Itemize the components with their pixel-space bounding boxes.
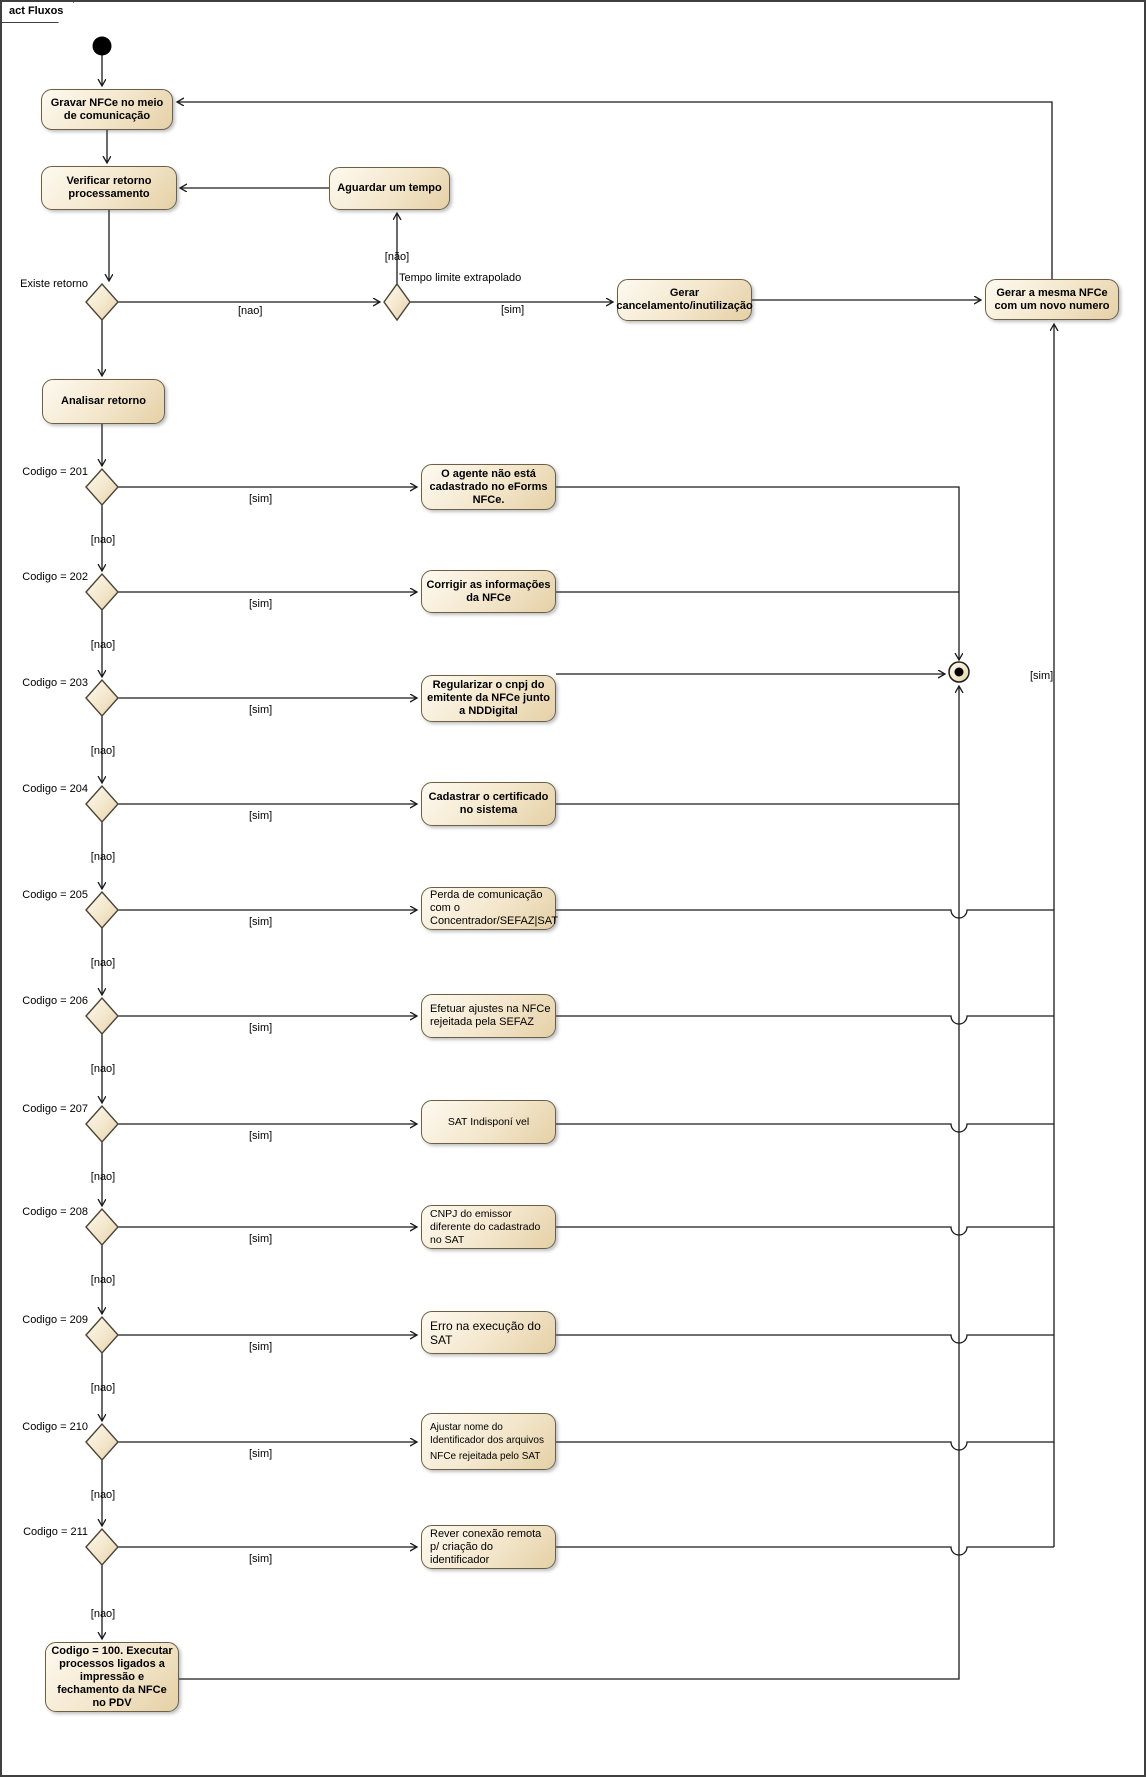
- decision-diamonds: [85, 282, 411, 1567]
- action-206-efetuar-ajustes: Efetuar ajustes na NFCe rejeitada pela S…: [421, 994, 556, 1038]
- action-208-cnpj-diferente: CNPJ do emissor diferente do cadastrado …: [421, 1205, 556, 1249]
- decision-codigo-206: [85, 996, 119, 1036]
- edge-action201-to-final: [556, 486, 959, 660]
- activity-gerar-cancelamento: Gerar cancelamento/inutilização: [616, 279, 753, 321]
- decision-codigo-208: [85, 1207, 119, 1247]
- edge-action205-to-collector: [556, 909, 1054, 919]
- decision-codigo-202: [85, 572, 119, 612]
- action-209-erro-execucao-sat: Erro na execução do SAT: [421, 1311, 556, 1354]
- guard-nao-201: [nao]: [90, 534, 116, 546]
- action-205-perda-comunicacao: Perda de comunicação com o Concentrador/…: [421, 887, 558, 930]
- decision-codigo-211: [85, 1527, 119, 1567]
- action-203-regularizar-cnpj: Regularizar o cnpj do emitente da NFCe j…: [421, 675, 556, 722]
- guard-sim-206: [sim]: [249, 1022, 273, 1034]
- decision-codigo-210: [85, 1422, 119, 1462]
- label-tempo-limite: Tempo limite extrapolado: [399, 272, 522, 284]
- activity-codigo-100: Codigo = 100. Executar processos ligados…: [45, 1642, 179, 1712]
- guard-sim-209: [sim]: [249, 1341, 273, 1353]
- guard-sim-202: [sim]: [249, 598, 273, 610]
- activity-aguardar-tempo: Aguardar um tempo: [329, 167, 450, 210]
- label-codigo-206: Codigo = 206: [22, 995, 88, 1007]
- decision-codigo-204: [85, 784, 119, 824]
- decision-codigo-207: [85, 1104, 119, 1144]
- edges: [102, 55, 1054, 1680]
- guard-tempo-nao: [não]: [384, 251, 410, 263]
- action-210-ajustar-identificador: Ajustar nome do Identificador dos arquiv…: [421, 1413, 556, 1470]
- guard-sim-207: [sim]: [249, 1130, 273, 1142]
- action-201-agente-nao-cadastrado: O agente não está cadastrado no eForms N…: [421, 464, 556, 510]
- guard-retry-sim: [sim]: [1030, 670, 1054, 682]
- guard-nao-203: [nao]: [90, 745, 116, 757]
- edge-action211-to-collector: [556, 1546, 1054, 1556]
- edge-gerar-mesma-loop-to-gravar: [177, 102, 1053, 279]
- decision-tempo-limite: [383, 282, 411, 322]
- guard-nao-209: [nao]: [90, 1382, 116, 1394]
- label-codigo-201: Codigo = 201: [22, 466, 88, 478]
- decision-codigo-205: [85, 890, 119, 930]
- label-codigo-205: Codigo = 205: [22, 889, 88, 901]
- guard-sim-208: [sim]: [249, 1233, 273, 1245]
- guard-sim-211: [sim]: [249, 1553, 273, 1565]
- label-codigo-202: Codigo = 202: [22, 571, 88, 583]
- activity-analisar-retorno: Analisar retorno: [42, 379, 165, 424]
- edge-action209-to-collector: [556, 1334, 1054, 1344]
- guard-nao-202: [nao]: [90, 639, 116, 651]
- activity-gerar-mesma-nfce: Gerar a mesma NFCe com um novo numero: [985, 279, 1119, 320]
- action-207-sat-indisponivel: SAT Indisponí vel: [421, 1100, 556, 1144]
- guard-sim-203: [sim]: [249, 704, 273, 716]
- decision-codigo-209: [85, 1315, 119, 1355]
- action-204-cadastrar-certificado: Cadastrar o certificado no sistema: [421, 782, 556, 826]
- guard-existe-nao: [nao]: [238, 305, 263, 317]
- edge-action210-to-collector: [556, 1441, 1054, 1451]
- guard-sim-201: [sim]: [249, 493, 273, 505]
- action-202-corrigir-informacoes: Corrigir as informações da NFCe: [421, 570, 556, 613]
- initial-node: [92, 36, 112, 56]
- guard-sim-205: [sim]: [249, 916, 273, 928]
- label-codigo-207: Codigo = 207: [22, 1103, 88, 1115]
- action-211-rever-conexao: Rever conexão remota p/ criação do ident…: [421, 1525, 556, 1569]
- label-codigo-209: Codigo = 209: [22, 1314, 88, 1326]
- label-existe-retorno: Existe retorno: [20, 278, 88, 290]
- guard-nao-207: [nao]: [90, 1171, 116, 1183]
- guard-nao-204: [nao]: [90, 851, 116, 863]
- edge-action207-to-collector: [556, 1123, 1054, 1133]
- guard-nao-208: [nao]: [90, 1274, 116, 1286]
- guard-tempo-sim: [sim]: [501, 304, 525, 316]
- frame-title: act Fluxos: [9, 5, 64, 17]
- edge-action208-to-collector: [556, 1226, 1054, 1236]
- decision-codigo-201: [85, 467, 119, 507]
- guard-nao-206: [nao]: [90, 1063, 116, 1075]
- decision-existe-retorno: [85, 282, 119, 322]
- activity-gravar-nfce: Gravar NFCe no meio de comunicação: [41, 89, 173, 130]
- final-node-inner: [954, 667, 964, 677]
- guard-nao-210: [nao]: [90, 1489, 116, 1501]
- guard-sim-204: [sim]: [249, 810, 273, 822]
- activity-verificar-retorno: Verificar retorno processamento: [41, 166, 177, 210]
- decision-codigo-203: [85, 678, 119, 718]
- label-codigo-211: Codigo = 211: [23, 1526, 88, 1538]
- label-codigo-203: Codigo = 203: [22, 677, 88, 689]
- label-codigo-204: Codigo = 204: [22, 783, 88, 795]
- label-codigo-208: Codigo = 208: [22, 1206, 88, 1218]
- guard-nao-205: [nao]: [90, 957, 116, 969]
- guard-final-nao: [nao]: [90, 1608, 116, 1620]
- edge-action206-to-collector: [556, 1015, 1054, 1025]
- edge-codigo100-to-final: [179, 686, 959, 1680]
- guard-sim-210: [sim]: [249, 1448, 273, 1460]
- label-codigo-210: Codigo = 210: [22, 1421, 88, 1433]
